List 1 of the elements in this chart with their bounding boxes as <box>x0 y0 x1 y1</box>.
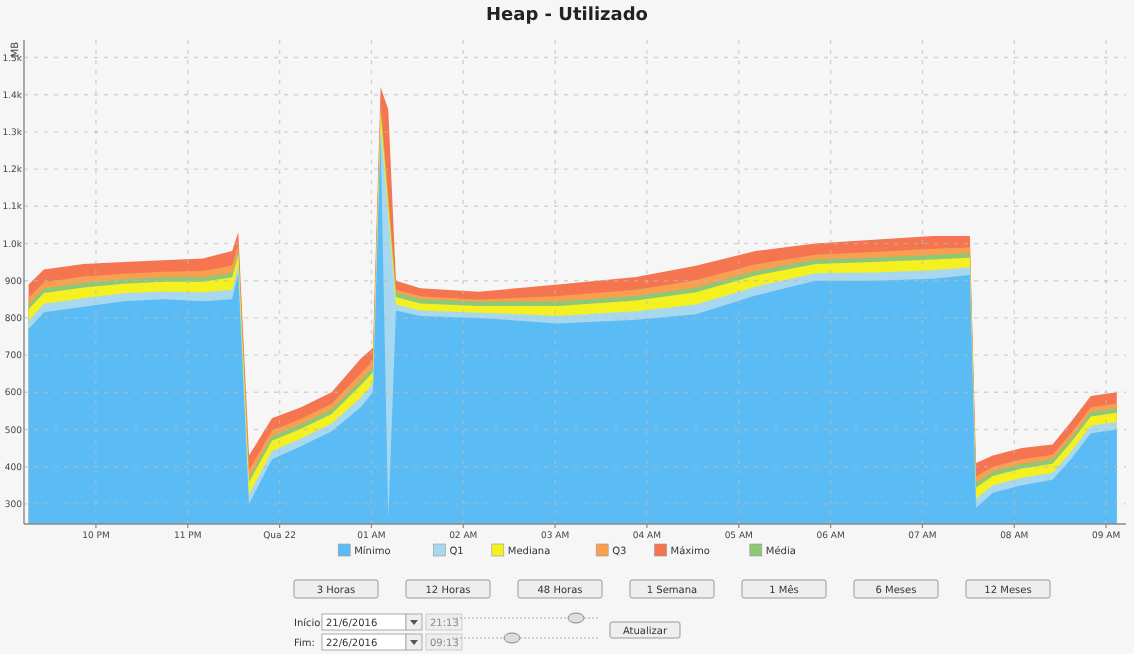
chart-title: Heap - Utilizado <box>486 6 648 26</box>
